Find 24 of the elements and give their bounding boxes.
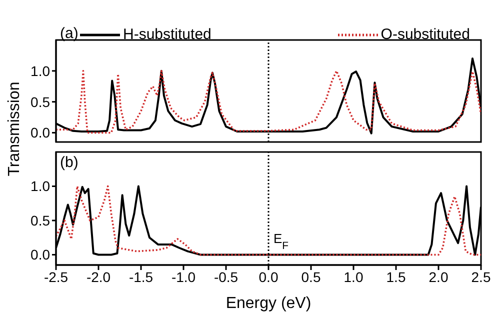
annotation: (b) bbox=[60, 154, 78, 171]
x-tick-label: 1.0 bbox=[344, 268, 364, 285]
x-tick-label: -1.5 bbox=[128, 268, 154, 285]
annotation: E$_{F}$ bbox=[274, 231, 289, 252]
y-tick-label: 1.0 bbox=[30, 178, 50, 194]
x-tick-label: 2.0 bbox=[428, 268, 448, 285]
x-tick-label: -1.0 bbox=[171, 268, 196, 285]
y-tick-label: 0.5 bbox=[30, 212, 50, 228]
legend-label: O-substituted bbox=[380, 26, 470, 43]
y-tick-label: 0.5 bbox=[30, 94, 50, 110]
x-tick-label: 0.5 bbox=[301, 268, 321, 285]
x-tick-label: 0.0 bbox=[258, 268, 278, 285]
x-tick-label: -0.5 bbox=[214, 268, 238, 285]
x-tick-label: 2.5 bbox=[471, 268, 491, 285]
x-tick-label: -2.5 bbox=[44, 268, 68, 285]
y-tick-label: 0.0 bbox=[30, 124, 50, 141]
y-axis-title: Transmission bbox=[6, 80, 24, 178]
legend-label: H-substituted bbox=[123, 26, 212, 43]
y-tick-label: 0.0 bbox=[30, 246, 50, 263]
x-tick-label: 1.5 bbox=[386, 268, 406, 285]
x-axis-title: Energy (eV) bbox=[224, 295, 312, 313]
annotation: (a) bbox=[60, 25, 78, 42]
y-tick-label: 1.0 bbox=[30, 62, 50, 79]
x-tick-label: -2.0 bbox=[86, 268, 111, 285]
